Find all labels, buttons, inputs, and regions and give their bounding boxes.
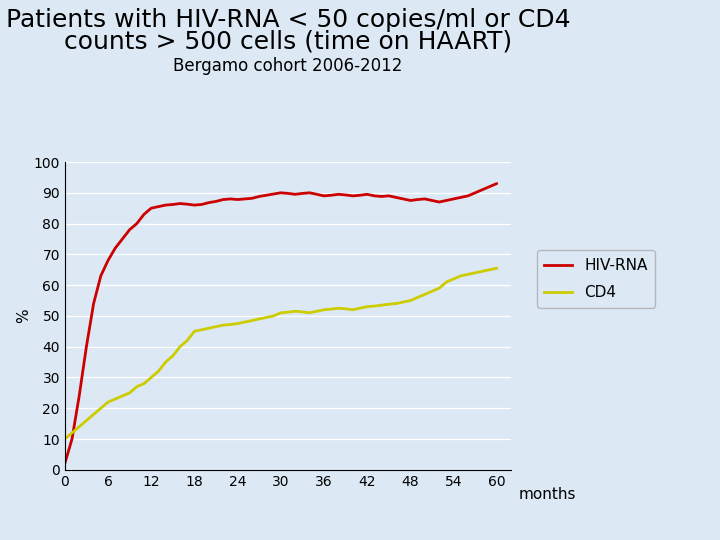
Y-axis label: %: % xyxy=(16,308,31,323)
Text: Bergamo cohort 2006-2012: Bergamo cohort 2006-2012 xyxy=(174,57,402,75)
Legend: HIV-RNA, CD4: HIV-RNA, CD4 xyxy=(536,250,655,308)
Text: Patients with HIV-RNA < 50 copies/ml or CD4: Patients with HIV-RNA < 50 copies/ml or … xyxy=(6,8,570,32)
Text: counts > 500 cells (time on HAART): counts > 500 cells (time on HAART) xyxy=(64,30,512,53)
Text: months: months xyxy=(518,487,576,502)
